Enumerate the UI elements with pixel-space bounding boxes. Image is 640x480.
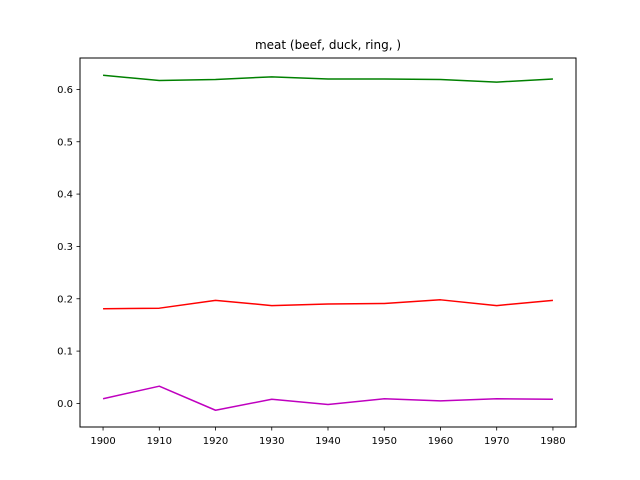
- y-tick-label: 0.1: [57, 347, 73, 358]
- y-tick-label: 0.3: [57, 242, 73, 253]
- series-line-1: [102, 74, 553, 83]
- chart-title: meat (beef, duck, ring, ): [255, 38, 401, 52]
- x-tick-label: 1930: [259, 436, 284, 447]
- y-tick-label: 0.2: [57, 294, 73, 305]
- x-tick-label: 1900: [90, 436, 115, 447]
- series-layer: [102, 74, 554, 411]
- series-line-2: [103, 299, 554, 310]
- x-tick-label: 1980: [540, 436, 565, 447]
- x-tick-label: 1950: [372, 436, 397, 447]
- x-tick-label: 1960: [428, 436, 453, 447]
- y-tick-label: 0.5: [57, 137, 73, 148]
- x-tick-label: 1970: [484, 436, 509, 447]
- y-axis: 0.0 0.1 0.2 0.3 0.4 0.5 0.6: [57, 85, 80, 410]
- x-tick-label: 1920: [203, 436, 228, 447]
- y-tick-label: 0.4: [57, 190, 73, 201]
- x-axis: 1900 1910 1920 1930 1940 1950 1960 1970 1980: [90, 427, 566, 447]
- x-tick-label: 1940: [315, 436, 340, 447]
- y-tick-label: 0.0: [57, 399, 73, 410]
- y-tick-label: 0.6: [57, 85, 73, 96]
- series-line-3: [102, 385, 553, 411]
- x-tick-label: 1910: [147, 436, 172, 447]
